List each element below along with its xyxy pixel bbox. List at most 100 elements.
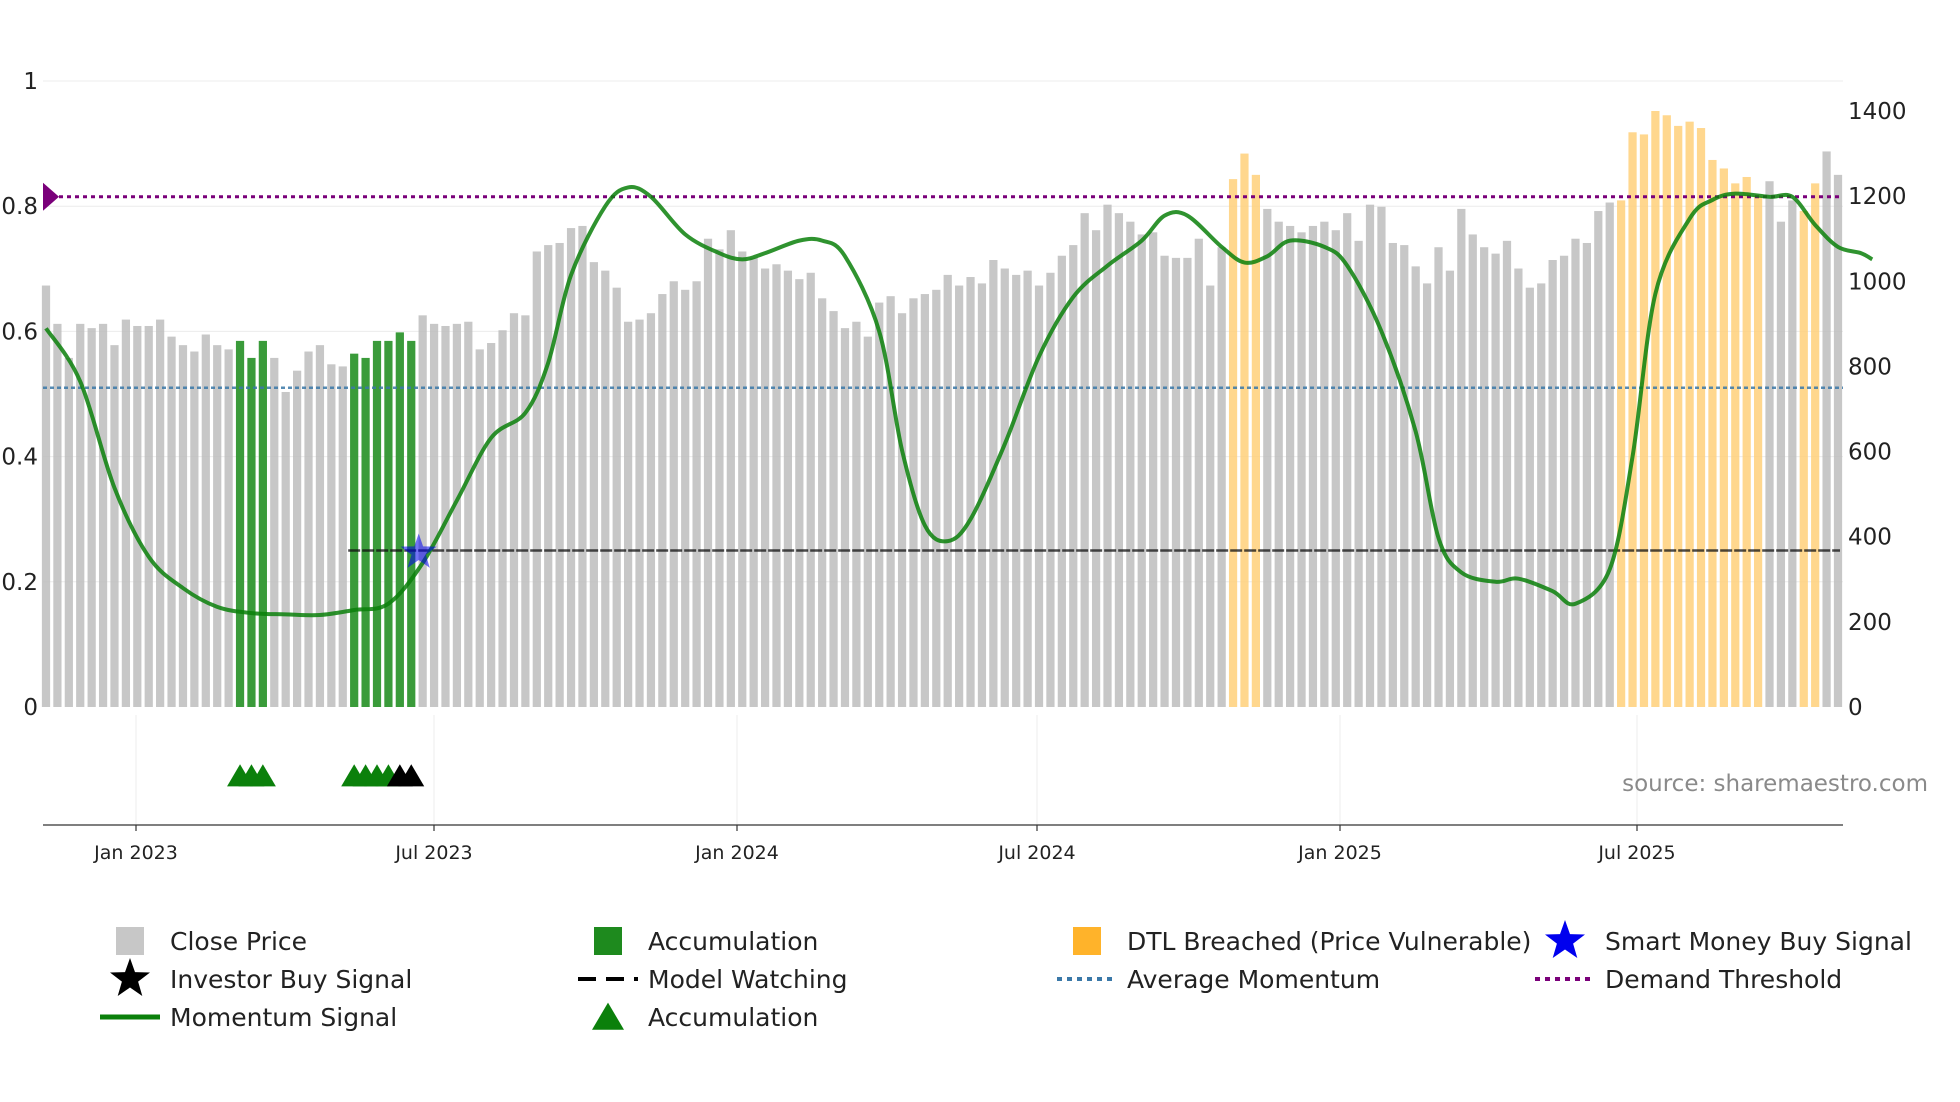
close-price-bar (498, 330, 507, 707)
close-price-bar (692, 281, 701, 707)
left-axis-tick-label: 1 (23, 69, 38, 95)
accumulation-bar (361, 357, 370, 707)
close-price-bar (1206, 285, 1215, 707)
close-price-bar (1297, 232, 1306, 708)
close-price-bar (1023, 270, 1032, 707)
dtl-breached-bar (1651, 111, 1660, 707)
close-price-bar (76, 323, 85, 707)
close-price-bar (133, 325, 142, 707)
right-axis-tick-label: 400 (1848, 525, 1892, 551)
close-price-bar (464, 321, 473, 707)
close-price-bar (909, 298, 918, 707)
close-price-bar (989, 260, 998, 707)
legend-item-investor: Investor Buy Signal (170, 965, 412, 994)
close-price-bar (624, 321, 633, 707)
close-price-bar (338, 366, 347, 707)
accumulation-bar (395, 332, 404, 707)
accumulation-marker (249, 764, 276, 787)
close-price-bar (1525, 287, 1534, 707)
close-price-bar (1034, 285, 1044, 707)
x-axis-tick-label: Jul 2025 (1597, 842, 1675, 864)
close-price-bar (1114, 213, 1124, 707)
close-price-bar (1594, 211, 1603, 708)
close-price-bar (1548, 260, 1557, 707)
left-axis-tick-label: 0.2 (1, 570, 38, 596)
left-axis-tick-label: 0.8 (1, 194, 38, 220)
legend-item-close: Close Price (116, 927, 307, 956)
close-price-bar (1286, 225, 1295, 707)
accumulation-bar (235, 340, 245, 707)
close-price-bar (772, 264, 781, 707)
left-axis-tick-label: 0 (23, 695, 38, 721)
close-price-bar (1514, 268, 1523, 707)
close-price-bar (1343, 213, 1352, 707)
close-price-bar (521, 315, 530, 707)
close-price-bar (1126, 221, 1135, 707)
close-price-bar (1149, 232, 1158, 708)
close-price-bar (1377, 206, 1386, 708)
dtl-breached-bar (1753, 196, 1763, 707)
close-price-bar (53, 323, 62, 707)
close-price-bar (1400, 245, 1409, 707)
close-price-bar (544, 245, 553, 707)
right-axis-tick-label: 600 (1848, 440, 1892, 466)
close-price-bar (1308, 225, 1318, 707)
close-price-bar (475, 349, 484, 707)
legend-label: Accumulation (648, 1003, 818, 1032)
close-price-bar (589, 262, 598, 707)
close-price-bar (41, 285, 51, 707)
close-price-bar (1468, 234, 1477, 707)
legend-label: Average Momentum (1127, 965, 1380, 994)
accumulation-bar (384, 340, 393, 707)
close-price-bar (1354, 240, 1363, 708)
legend-item-smart: Smart Money Buy Signal (1605, 927, 1912, 956)
close-price-bar (955, 285, 964, 707)
close-price-bar (783, 270, 793, 707)
accumulation-bar (372, 340, 382, 707)
dtl-breached-bar (1674, 125, 1683, 707)
close-price-bar (863, 336, 872, 707)
close-price-bar (532, 251, 541, 707)
close-price-bar (932, 289, 941, 707)
close-price-bar (703, 238, 713, 707)
close-price-bar (429, 323, 439, 707)
close-price-bar (1274, 221, 1283, 707)
dtl-breached-bar (1662, 115, 1671, 707)
legend-label: Smart Money Buy Signal (1605, 927, 1912, 956)
legend-item-momentum: Momentum Signal (100, 1003, 397, 1032)
close-price-bar (1388, 242, 1397, 707)
close-price-bar (818, 298, 827, 707)
close-price-bar (167, 336, 176, 707)
close-price-bar (1365, 204, 1375, 707)
right-axis-tick-label: 0 (1848, 695, 1863, 721)
close-price-bar (64, 357, 73, 707)
close-price-bar (1183, 257, 1192, 707)
close-price-bar (966, 277, 975, 707)
close-price-bar (1502, 240, 1512, 708)
close-price-bar (201, 334, 210, 707)
close-price-bar (1559, 255, 1569, 707)
close-price-bar (612, 287, 621, 707)
close-price-bar (1491, 253, 1500, 707)
close-price-bar (1194, 238, 1203, 707)
close-price-bar (578, 225, 587, 707)
close-price-bar (920, 294, 929, 707)
close-price-bar (795, 279, 804, 707)
dtl-breached-bar (1719, 168, 1728, 707)
legend-item-accum_bar: Accumulation (594, 927, 818, 956)
close-price-bar (760, 268, 770, 707)
demand-threshold-marker (43, 182, 59, 211)
close-price-bar (1103, 204, 1112, 707)
close-price-bar (418, 315, 427, 707)
signal-markers (110, 533, 1585, 1030)
close-price-bar (1788, 200, 1797, 707)
momentum-signal-line (44, 185, 1874, 618)
right-axis-tick-label: 200 (1848, 610, 1892, 636)
close-price-bar (1046, 272, 1055, 707)
close-price-bar (738, 251, 747, 707)
dtl-breached-bar (1685, 121, 1694, 707)
dtl-breached-bar (1228, 179, 1238, 708)
close-price-bar (1263, 208, 1272, 707)
legend-label: Investor Buy Signal (170, 965, 412, 994)
